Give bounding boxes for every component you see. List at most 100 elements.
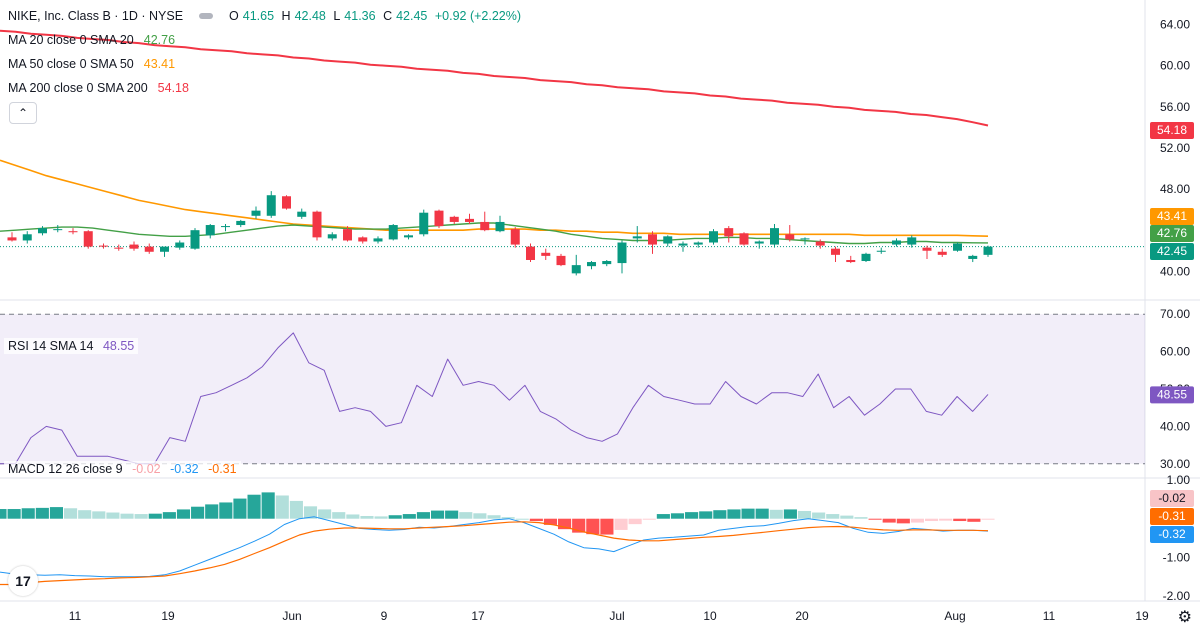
ma50-legend[interactable]: MA 50 close 0 SMA 50 43.41 <box>8 57 175 71</box>
macd-histogram-bar <box>685 512 699 519</box>
candle-body <box>709 231 718 243</box>
candle-body <box>480 221 490 231</box>
x-tick-label: 19 <box>161 609 175 623</box>
price-tick-label: 64.00 <box>1160 18 1190 32</box>
macd-histogram-bar <box>783 509 797 519</box>
grid-lines <box>0 0 1200 602</box>
rsi-legend[interactable]: RSI 14 SMA 14 48.55 <box>4 338 139 354</box>
gear-icon[interactable]: ⚙ <box>1177 609 1192 626</box>
tradingview-logo[interactable]: 17 <box>8 566 38 596</box>
candle-body <box>617 242 627 264</box>
macd-histogram-bar <box>713 510 727 519</box>
x-tick-label: 9 <box>381 609 388 623</box>
candle-body <box>663 236 673 244</box>
macd-histogram-bar <box>416 512 430 519</box>
price-tick-label: 52.00 <box>1160 141 1190 155</box>
macd-histogram-bar <box>501 517 515 519</box>
candle-body <box>404 235 413 238</box>
candle-body <box>22 234 32 241</box>
candle-body <box>129 244 139 249</box>
candle-body <box>678 243 688 246</box>
collapse-legend-button[interactable]: ⌃ <box>9 102 37 124</box>
rsi-tick-label: 70.00 <box>1160 307 1190 321</box>
macd-histogram-bar <box>78 510 92 519</box>
candle-body <box>449 216 459 222</box>
price-tick-label: 56.00 <box>1160 100 1190 114</box>
macd-histogram-bar <box>896 518 910 524</box>
macd-histogram-bar <box>924 518 939 522</box>
price-tick-label: 48.00 <box>1160 182 1190 196</box>
macd-histogram-bar <box>854 517 868 519</box>
change-value: +0.92 (+2.22%) <box>434 9 522 23</box>
macd-badge-label: -0.02 <box>1158 491 1186 505</box>
macd-histogram-bar <box>586 518 600 535</box>
macd-tick-label: -2.00 <box>1163 589 1191 603</box>
macd-histogram-bar <box>614 518 628 530</box>
logo-text: 17 <box>15 573 31 589</box>
candle-body <box>175 242 185 248</box>
ma20-line <box>0 222 989 245</box>
x-tick-label: Jun <box>282 609 301 623</box>
macd-legend[interactable]: MACD 12 26 close 9 -0.02 -0.32 -0.31 <box>4 461 241 477</box>
candle-body <box>922 247 932 251</box>
candle-body <box>648 234 657 245</box>
macd-hist-value: -0.02 <box>132 462 161 476</box>
price-pane[interactable] <box>0 29 1145 276</box>
price-tick-label: 60.00 <box>1160 59 1190 73</box>
macd-tick-label: -1.00 <box>1163 550 1191 564</box>
macd-histogram-bar <box>882 518 896 523</box>
price-badge-label: 42.76 <box>1157 226 1187 240</box>
ma20-legend[interactable]: MA 20 close 0 SMA 20 42.76 <box>8 33 175 47</box>
open-value: 41.65 <box>242 9 275 23</box>
macd-histogram-bar <box>275 495 289 519</box>
macd-badge <box>1150 526 1194 543</box>
macd-histogram-bar <box>529 518 543 522</box>
candle-body <box>205 225 215 236</box>
macd-histogram-bar <box>0 509 7 519</box>
macd-histogram-bar <box>473 513 487 519</box>
price-badge <box>1150 208 1194 225</box>
candle-body <box>907 237 917 245</box>
x-tick-label: 11 <box>1043 609 1056 623</box>
candle-body <box>53 229 63 231</box>
price-badge <box>1150 243 1194 260</box>
candle-body <box>876 250 886 252</box>
ma200-line <box>0 29 989 127</box>
candle-body <box>632 236 642 239</box>
candle-body <box>68 231 78 233</box>
rsi-badge-label: 48.55 <box>1157 387 1187 401</box>
candle-body <box>190 230 200 249</box>
macd-histogram-bar <box>445 510 459 519</box>
candle-body <box>983 246 993 255</box>
macd-histogram-bar <box>487 515 501 519</box>
rsi-label: RSI 14 SMA 14 <box>8 339 94 353</box>
candle-body <box>388 225 398 240</box>
candle-body <box>282 196 291 209</box>
macd-histogram-bar <box>134 514 148 519</box>
rsi-tick-label: 40.00 <box>1160 419 1190 433</box>
macd-histogram-bar <box>219 502 233 519</box>
macd-histogram-bar <box>600 518 614 535</box>
macd-histogram-bar <box>543 518 558 525</box>
candle-body <box>83 231 93 247</box>
macd-histogram-bar <box>289 500 303 519</box>
macd-histogram-bar <box>374 516 388 519</box>
macd-histogram-bar <box>699 511 713 519</box>
candle-body <box>343 229 352 241</box>
macd-histogram-bar <box>21 508 35 519</box>
candle-body <box>236 220 246 226</box>
ma200-legend[interactable]: MA 200 close 0 SMA 200 54.18 <box>8 81 189 95</box>
rsi-value: 48.55 <box>102 339 135 353</box>
x-tick-label: 17 <box>471 609 485 623</box>
macd-histogram-bar <box>953 518 967 522</box>
macd-pane[interactable] <box>0 492 995 586</box>
candle-body <box>892 240 901 245</box>
rsi-tick-label: 30.00 <box>1160 457 1190 471</box>
ma20-label: MA 20 close 0 SMA 20 <box>8 33 134 47</box>
high-value: 42.48 <box>294 9 326 23</box>
macd-histogram-bar <box>35 507 49 519</box>
rsi-pane[interactable] <box>0 313 1145 465</box>
macd-histogram-bar <box>360 516 374 519</box>
